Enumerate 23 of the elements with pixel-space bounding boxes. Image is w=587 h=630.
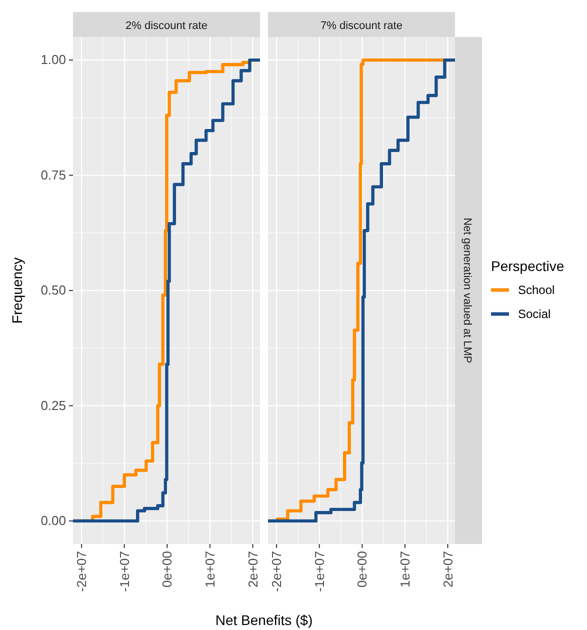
y-tick-label: 0.75	[40, 167, 66, 182]
text: Net generation valued at LMP	[461, 218, 473, 364]
x-tick-label: -2e+07	[74, 551, 90, 592]
x-tick-label: -2e+07	[269, 551, 284, 592]
x-tick-label: 0e+00	[354, 551, 370, 588]
legend-title: Perspective	[491, 258, 564, 274]
y-axis-title: Frequency	[9, 257, 25, 324]
x-tick-label: 1e+07	[202, 551, 218, 588]
y-tick-label: 0.25	[40, 398, 66, 413]
x-axis-title: Net Benefits ($)	[215, 612, 313, 628]
y-tick-label: 0.00	[40, 513, 66, 528]
x-tick-label: -1e+07	[116, 551, 132, 592]
y-tick-label: 1.00	[40, 52, 66, 68]
x-tick-label: 0e+00	[160, 551, 175, 588]
legend-label: Social	[518, 307, 551, 321]
chart-title: 2% discount rate	[126, 20, 208, 32]
x-tick-label: -1e+07	[312, 551, 327, 592]
legend-label: School	[518, 283, 555, 297]
x-tick-label: 2e+07	[440, 551, 456, 588]
x-tick-label: 2e+07	[245, 551, 260, 588]
x-tick-label: 1e+07	[397, 551, 412, 588]
chart-title: 7% discount rate	[320, 20, 402, 32]
y-tick-label: 0.50	[40, 282, 66, 298]
